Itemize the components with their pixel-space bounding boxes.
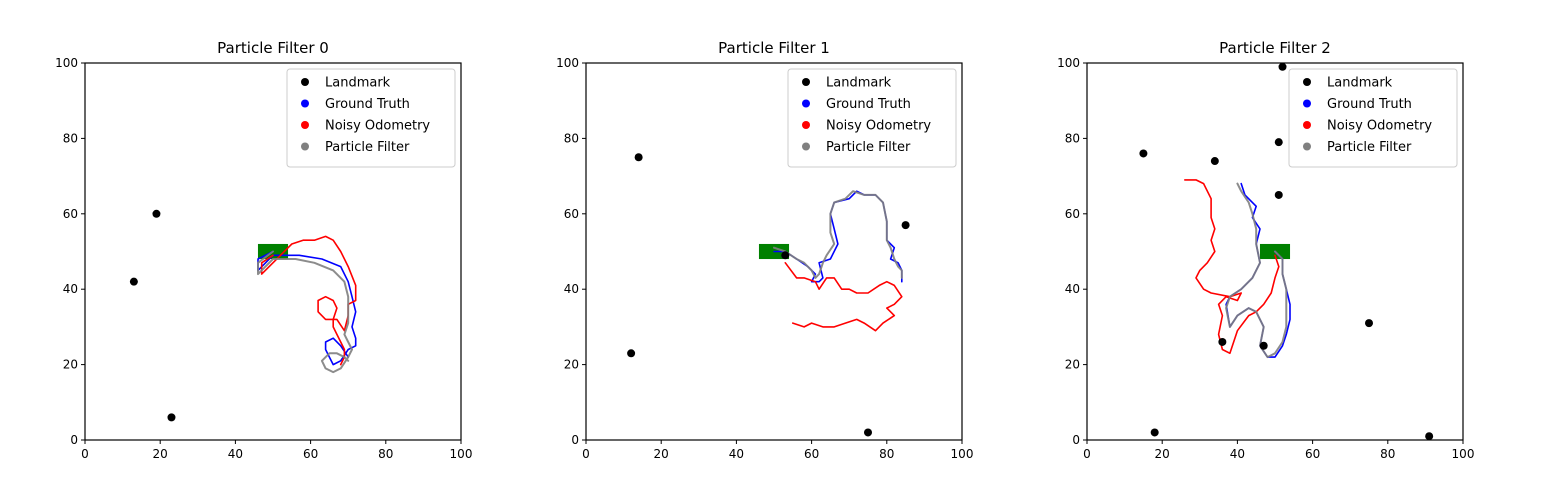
y-tick-label: 100	[1057, 56, 1080, 70]
x-tick-label: 80	[879, 447, 894, 461]
y-tick-label: 100	[55, 56, 78, 70]
x-tick-label: 40	[228, 447, 243, 461]
y-tick-label: 60	[63, 207, 78, 221]
landmark-point	[129, 277, 138, 286]
legend-marker	[802, 142, 810, 151]
x-tick-label: 20	[1155, 447, 1170, 461]
landmark-point	[1278, 62, 1287, 71]
y-tick-label: 40	[1065, 282, 1080, 296]
legend-label: Ground Truth	[1327, 97, 1412, 112]
landmark-point	[627, 349, 636, 358]
legend-label: Ground Truth	[325, 97, 410, 112]
landmark-point	[1274, 138, 1283, 147]
y-tick-label: 20	[564, 358, 579, 372]
landmark-point	[1210, 157, 1219, 166]
x-tick-label: 40	[1230, 447, 1245, 461]
y-tick-label: 0	[1072, 433, 1080, 447]
legend-box	[1288, 68, 1458, 168]
y-tick-label: 60	[564, 207, 579, 221]
legend-marker	[301, 121, 309, 129]
x-tick-label: 0	[582, 447, 590, 461]
y-tick-label: 100	[556, 56, 579, 70]
legend-label: Landmark	[325, 76, 391, 91]
particle-filter-line	[1225, 182, 1288, 359]
legend-label: Particle Filter	[325, 140, 410, 155]
particle-filter-line	[257, 250, 353, 374]
landmark-point	[1218, 337, 1227, 346]
y-tick-label: 80	[564, 131, 579, 145]
legend-label: Landmark	[826, 76, 892, 91]
x-tick-label: 100	[951, 447, 974, 461]
noisy-odometry-line	[784, 262, 903, 332]
legend-marker	[1303, 99, 1311, 108]
landmark-point	[864, 428, 872, 437]
subplot-2: Particle Filter 2 0 20 40 60 80 100 0 20 40 60 80 10…	[1057, 39, 1474, 461]
x-tick-label: 0	[81, 447, 89, 461]
particle-filter-line	[773, 190, 903, 279]
legend-label: Particle Filter	[1327, 140, 1412, 155]
ground-truth-line	[257, 250, 357, 366]
legend-marker	[1303, 142, 1311, 151]
landmark-point	[634, 153, 643, 162]
legend-marker	[802, 99, 810, 108]
legend-box	[787, 68, 957, 168]
landmark-point	[1259, 341, 1268, 350]
chart-title: Particle Filter 2	[1219, 39, 1331, 57]
x-tick-label: 0	[1083, 447, 1091, 461]
x-tick-label: 100	[1452, 447, 1475, 461]
y-tick-label: 80	[63, 131, 78, 145]
legend-marker	[802, 121, 810, 129]
y-tick-label: 20	[1065, 358, 1080, 372]
x-tick-label: 60	[1305, 447, 1320, 461]
x-tick-label: 100	[450, 447, 473, 461]
y-tick-label: 60	[1065, 207, 1080, 221]
legend-marker	[301, 142, 309, 151]
landmark-point	[901, 221, 910, 230]
legend-label: Ground Truth	[826, 97, 911, 112]
landmark-point	[1139, 149, 1148, 158]
legend-label: Noisy Odometry	[325, 119, 430, 134]
legend-label: Landmark	[1327, 76, 1393, 91]
chart-title: Particle Filter 1	[718, 39, 830, 57]
legend-marker	[301, 78, 309, 86]
subplot-1: Particle Filter 1 0 20 40 60 80 100 0 20 40 60 80 10…	[556, 39, 973, 461]
x-tick-label: 40	[729, 447, 744, 461]
landmark-point	[1425, 432, 1434, 441]
landmark-point	[1274, 190, 1283, 199]
y-tick-label: 0	[70, 433, 78, 447]
y-tick-label: 40	[564, 282, 579, 296]
y-tick-label: 40	[63, 282, 78, 296]
landmark-point	[1365, 319, 1373, 328]
subplot-0: Particle Filter 0 0 20 40 60 80 100 0 20 40 60 80 10…	[55, 39, 472, 461]
y-tick-label: 20	[63, 358, 78, 372]
noisy-odometry-line	[1184, 179, 1280, 355]
legend-box	[286, 68, 456, 168]
x-tick-label: 20	[654, 447, 669, 461]
chart-title: Particle Filter 0	[217, 39, 329, 57]
x-tick-label: 60	[303, 447, 318, 461]
landmark-point	[167, 413, 176, 422]
legend-label: Noisy Odometry	[826, 119, 931, 134]
landmark-point	[781, 251, 790, 260]
legend-label: Particle Filter	[826, 140, 911, 155]
x-tick-label: 80	[1380, 447, 1395, 461]
x-tick-label: 60	[804, 447, 819, 461]
legend-label: Noisy Odometry	[1327, 119, 1432, 134]
x-tick-label: 20	[153, 447, 168, 461]
legend-marker	[301, 99, 309, 108]
legend-marker	[1303, 78, 1311, 86]
x-tick-label: 80	[378, 447, 393, 461]
legend-marker	[802, 78, 810, 86]
y-tick-label: 0	[571, 433, 579, 447]
landmark-point	[1150, 428, 1159, 437]
landmark-point	[152, 209, 161, 218]
noisy-odometry-line	[260, 235, 357, 366]
y-tick-label: 80	[1065, 131, 1080, 145]
legend-marker	[1303, 121, 1311, 129]
